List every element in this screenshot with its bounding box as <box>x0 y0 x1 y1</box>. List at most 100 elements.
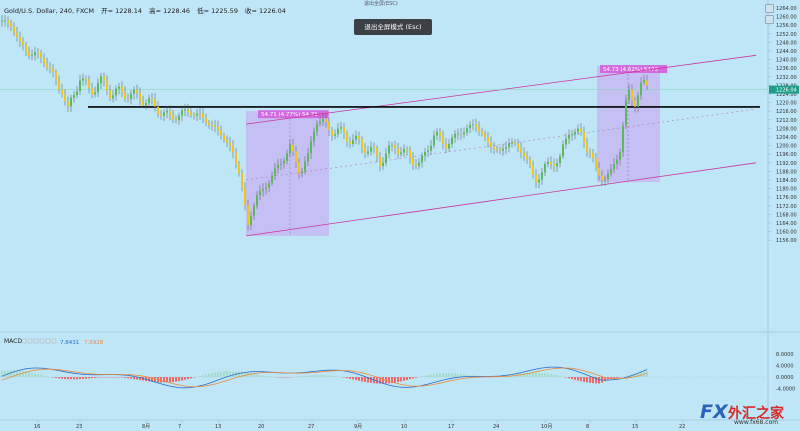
candle-body <box>13 26 15 33</box>
candle-body <box>505 147 507 149</box>
channel-mid <box>245 108 757 181</box>
candle-body <box>283 160 285 164</box>
candle-body <box>583 132 585 143</box>
macd-bar <box>613 377 615 379</box>
macd-bar <box>184 377 186 380</box>
macd-bar <box>358 377 360 381</box>
current-price-label: 1226.04 <box>776 88 797 94</box>
macd-bar <box>208 373 210 377</box>
macd-bar <box>574 377 576 380</box>
candle-body <box>79 80 81 92</box>
candle-body <box>409 150 411 158</box>
candle-body <box>115 88 117 96</box>
candle-body <box>496 149 498 151</box>
candle-body <box>7 20 9 23</box>
macd-bar <box>553 374 555 377</box>
candle-body <box>400 152 402 155</box>
candle-body <box>592 152 594 159</box>
macd-bar <box>280 377 282 378</box>
price-tick-label: 1216.00 <box>776 109 797 115</box>
macd-bar <box>73 377 75 380</box>
candle-body <box>49 67 51 69</box>
candle-body <box>133 89 135 94</box>
candle-body <box>349 141 351 145</box>
macd-bar <box>100 377 102 378</box>
candle-body <box>367 151 369 154</box>
macd-bar <box>604 377 606 382</box>
macd-bar <box>46 376 48 377</box>
candle-body <box>340 127 342 129</box>
macd-bar <box>106 377 108 378</box>
exit-fullscreen-button[interactable]: 退出全屏模式 (Esc) <box>354 19 432 35</box>
macd-bar <box>244 372 246 377</box>
candle-body <box>91 88 93 95</box>
macd-bar <box>583 377 585 382</box>
macd-bar <box>178 377 180 382</box>
candle-body <box>553 164 555 167</box>
macd-bar <box>10 370 12 377</box>
candle-body <box>271 175 273 184</box>
candle-body <box>214 125 216 127</box>
macd-bar <box>262 375 264 377</box>
candle-body <box>280 163 282 165</box>
candle-body <box>157 106 159 115</box>
macd-bar <box>310 375 312 377</box>
macd-bar <box>565 377 567 378</box>
candle-body <box>121 86 123 92</box>
measure-box-1 <box>246 111 329 236</box>
camera-icon[interactable] <box>765 15 774 24</box>
macd-bar <box>256 374 258 377</box>
macd-bar <box>259 374 261 377</box>
price-tick-label: 1208.00 <box>776 126 797 132</box>
candle-body <box>616 159 618 164</box>
macd-bar <box>250 373 252 377</box>
candle-body <box>262 189 264 191</box>
candle-body <box>22 41 24 45</box>
macd-bar <box>562 376 564 378</box>
candle-body <box>358 135 360 140</box>
candle-body <box>55 71 57 80</box>
macd-bar <box>529 372 531 377</box>
candle-body <box>109 90 111 99</box>
candle-body <box>292 144 294 152</box>
candle-body <box>334 134 336 136</box>
candle-body <box>211 125 213 127</box>
macd-histogram <box>1 370 648 384</box>
candle-body <box>484 134 486 138</box>
candle-body <box>343 127 345 134</box>
macd-bar <box>370 377 372 383</box>
candle-body <box>277 164 279 169</box>
candle-body <box>568 135 570 139</box>
candle-body <box>619 152 621 160</box>
candle-body <box>421 155 423 163</box>
candle-body <box>478 126 480 132</box>
price-tick-label: 1192.00 <box>776 161 797 167</box>
macd-bar <box>187 377 189 380</box>
candle-body <box>364 147 366 154</box>
candle-body <box>40 52 42 58</box>
settings-icon[interactable] <box>765 4 774 13</box>
macd-bar <box>67 377 69 380</box>
candle-body <box>202 113 204 118</box>
candle-body <box>232 145 234 153</box>
candle-body <box>187 109 189 113</box>
price-tick-label: 1236.00 <box>776 66 797 72</box>
macd-bar <box>625 375 627 377</box>
macd-bar <box>403 377 405 381</box>
time-tick-label: 24 <box>493 424 499 430</box>
candle-body <box>448 144 450 149</box>
macd-bar <box>214 372 216 377</box>
macd-bar <box>331 375 333 377</box>
macd-bar <box>295 376 297 378</box>
candle-body <box>310 141 312 154</box>
time-tick-label: 9月 <box>354 424 362 430</box>
price-tick-label: 1260.00 <box>776 15 797 21</box>
candle-body <box>175 119 177 121</box>
macd-bar <box>328 375 330 377</box>
candle-body <box>130 93 132 100</box>
candle-body <box>406 149 408 151</box>
candle-body <box>637 95 639 107</box>
candle-body <box>73 95 75 98</box>
macd-bar <box>412 377 414 379</box>
